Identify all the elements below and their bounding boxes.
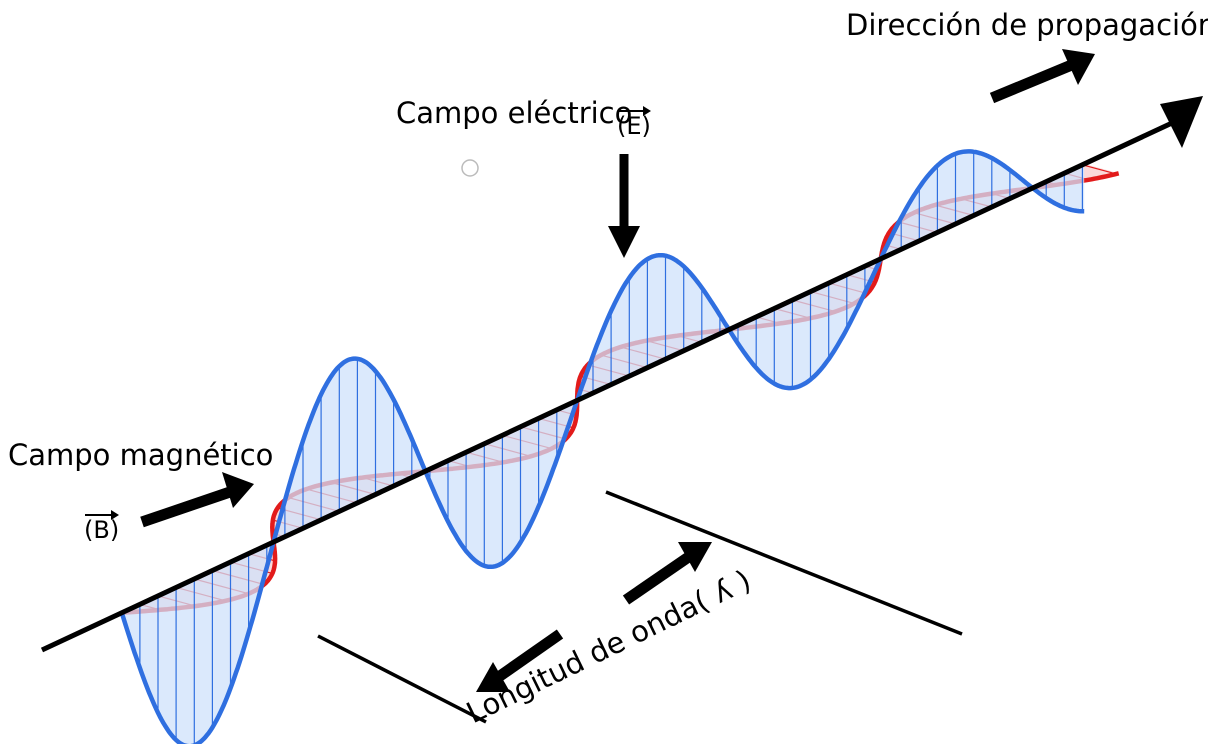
electric-vector-symbol: (E) bbox=[617, 106, 651, 140]
magnetic-field-symbol: (B) bbox=[84, 510, 120, 544]
magnetic-field-pointer-arrow bbox=[140, 472, 254, 528]
propagation-direction-arrow bbox=[989, 49, 1095, 104]
direction-label: Dirección de propagación bbox=[846, 8, 1208, 42]
propagation-axis bbox=[40, 96, 1203, 653]
magnetic-vector-symbol: (B) bbox=[84, 510, 120, 544]
electric-field-symbol: (E) bbox=[617, 106, 651, 140]
electric-field-wave bbox=[119, 149, 1085, 749]
wavelength-arrow-up bbox=[622, 542, 712, 605]
wavelength-arrow-down bbox=[476, 629, 564, 692]
magnetic-field-label: Campo magnético bbox=[8, 438, 274, 472]
radio-circle-icon bbox=[461, 159, 479, 177]
electric-field-pointer-arrow bbox=[608, 154, 640, 258]
wavelength-bracket bbox=[317, 490, 963, 724]
electric-field-label: Campo eléctrico bbox=[396, 96, 633, 130]
